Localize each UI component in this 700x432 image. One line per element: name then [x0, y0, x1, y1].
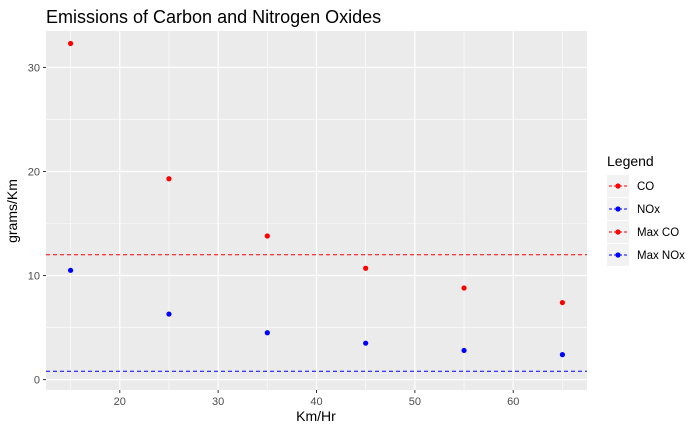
point-co [264, 233, 270, 239]
x-tick-label: 60 [507, 396, 519, 408]
point-nox [363, 340, 369, 346]
x-axis-ticks: 20 30 40 50 60 [114, 390, 519, 408]
point-co [67, 40, 74, 47]
x-tick-label: 30 [212, 396, 224, 408]
legend-key-point [615, 252, 621, 258]
chart-title: Emissions of Carbon and Nitrogen Oxides [46, 7, 381, 27]
legend-item: CO [607, 175, 654, 197]
legend-items: CO NOx Max CO Max NOx [607, 175, 685, 266]
legend: Legend CO NOx Max CO Max NOx [607, 153, 685, 266]
point-co [363, 265, 369, 271]
point-co [166, 176, 172, 182]
point-nox [166, 311, 172, 317]
point-nox [559, 352, 566, 358]
legend-item: NOx [607, 198, 660, 220]
grid-lines [46, 31, 587, 390]
legend-label: NOx [637, 204, 660, 216]
legend-key-point [615, 183, 621, 189]
x-axis-title: Km/Hr [296, 408, 336, 424]
legend-label: Max CO [637, 227, 679, 239]
point-co [559, 299, 566, 306]
legend-label: CO [637, 181, 654, 193]
legend-label: Max NOx [637, 250, 685, 262]
y-tick-label: 30 [28, 62, 40, 74]
point-nox [264, 330, 270, 336]
legend-item: Max CO [607, 221, 679, 243]
threshold-lines [46, 254, 587, 372]
point-nox [461, 347, 467, 354]
data-points [67, 40, 566, 358]
x-tick-label: 40 [310, 396, 322, 408]
legend-key-point [615, 206, 621, 212]
point-co [461, 285, 467, 291]
y-tick-label: 10 [28, 271, 40, 283]
y-axis-title: grams/Km [4, 179, 20, 243]
y-tick-label: 20 [28, 166, 40, 178]
y-axis-ticks: 0 10 20 30 [28, 62, 46, 387]
x-tick-label: 20 [114, 396, 126, 408]
legend-title: Legend [607, 153, 654, 169]
x-tick-label: 50 [409, 396, 421, 408]
legend-item: Max NOx [607, 244, 685, 266]
y-tick-label: 0 [34, 375, 40, 387]
legend-key-point [615, 229, 621, 235]
point-nox [67, 267, 74, 273]
